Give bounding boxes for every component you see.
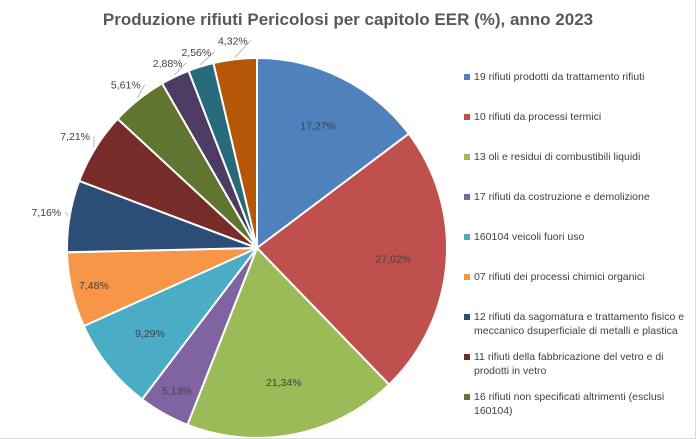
- legend-item: 16 rifiuti non specificati altrimenti (e…: [464, 390, 695, 418]
- legend-label: 160104 veicoli fuori uso: [474, 231, 585, 243]
- legend-swatch: [464, 154, 470, 160]
- leader-line: [200, 51, 215, 65]
- pie-slice: [186, 246, 391, 438]
- data-label: 7,21%: [60, 131, 90, 143]
- data-label: 2,88%: [153, 58, 183, 70]
- legend-item: 12 rifiuti da sagomatura e trattamento f…: [464, 310, 695, 338]
- legend-item: 13 oli e residui di combustibili liquidi: [464, 150, 695, 164]
- legend-swatch: [464, 234, 470, 240]
- data-label: 17,27%: [300, 121, 336, 133]
- legend-label: 19 rifiuti prodotti da trattamento rifiu…: [474, 71, 645, 83]
- pie-slice: [255, 132, 448, 387]
- data-label: 5,61%: [111, 80, 141, 92]
- legend-item: 19 rifiuti prodotti da trattamento rifiu…: [464, 70, 695, 84]
- data-label: 5,13%: [162, 385, 192, 397]
- legend-swatch: [464, 114, 470, 120]
- data-label: 7,48%: [79, 280, 109, 292]
- legend-item: 160104 veicoli fuori uso: [464, 230, 695, 244]
- data-label: 7,16%: [31, 207, 61, 219]
- legend-swatch: [464, 394, 470, 400]
- legend-item: 17 rifiuti da costruzione e demolizione: [464, 190, 695, 204]
- pie-slice: [82, 247, 258, 401]
- legend-label: 13 oli e residui di combustibili liquidi: [474, 151, 641, 163]
- leader-line: [136, 84, 146, 99]
- legend-label: 12 rifiuti da sagomatura e trattamento f…: [474, 311, 685, 337]
- data-label: 4,32%: [218, 35, 248, 47]
- legend-label: 07 rifiuti dei processi chimici organici: [474, 271, 645, 283]
- data-label: 27,02%: [376, 254, 412, 266]
- legend-label: 16 rifiuti non specificati altrimenti (e…: [474, 391, 665, 417]
- legend-swatch: [464, 274, 470, 280]
- leader-line: [234, 40, 252, 58]
- legend-label: 10 rifiuti da processi termici: [474, 111, 602, 123]
- legend-item: 11 rifiuti della fabbricazione del vetro…: [464, 350, 695, 378]
- pie-slice: [212, 56, 258, 249]
- pie-slice: [256, 56, 411, 251]
- data-label: 21,34%: [266, 377, 302, 389]
- legend-swatch: [464, 194, 470, 200]
- data-label: 9,29%: [135, 328, 165, 340]
- legend-item: 07 rifiuti dei processi chimici organici: [464, 270, 695, 284]
- legend-swatch: [464, 314, 470, 320]
- legend-swatch: [464, 74, 470, 80]
- chart-title: Produzione rifiuti Pericolosi per capito…: [102, 10, 594, 29]
- leader-line: [173, 62, 187, 76]
- legend-label: 11 rifiuti della fabbricazione del vetro…: [474, 351, 664, 377]
- legend-item: 10 rifiuti da processi termici: [464, 110, 695, 124]
- legend-label: 17 rifiuti da costruzione e demolizione: [474, 191, 650, 203]
- data-label: 2,56%: [181, 47, 211, 59]
- legend-swatch: [464, 354, 470, 360]
- leader-line: [64, 211, 69, 216]
